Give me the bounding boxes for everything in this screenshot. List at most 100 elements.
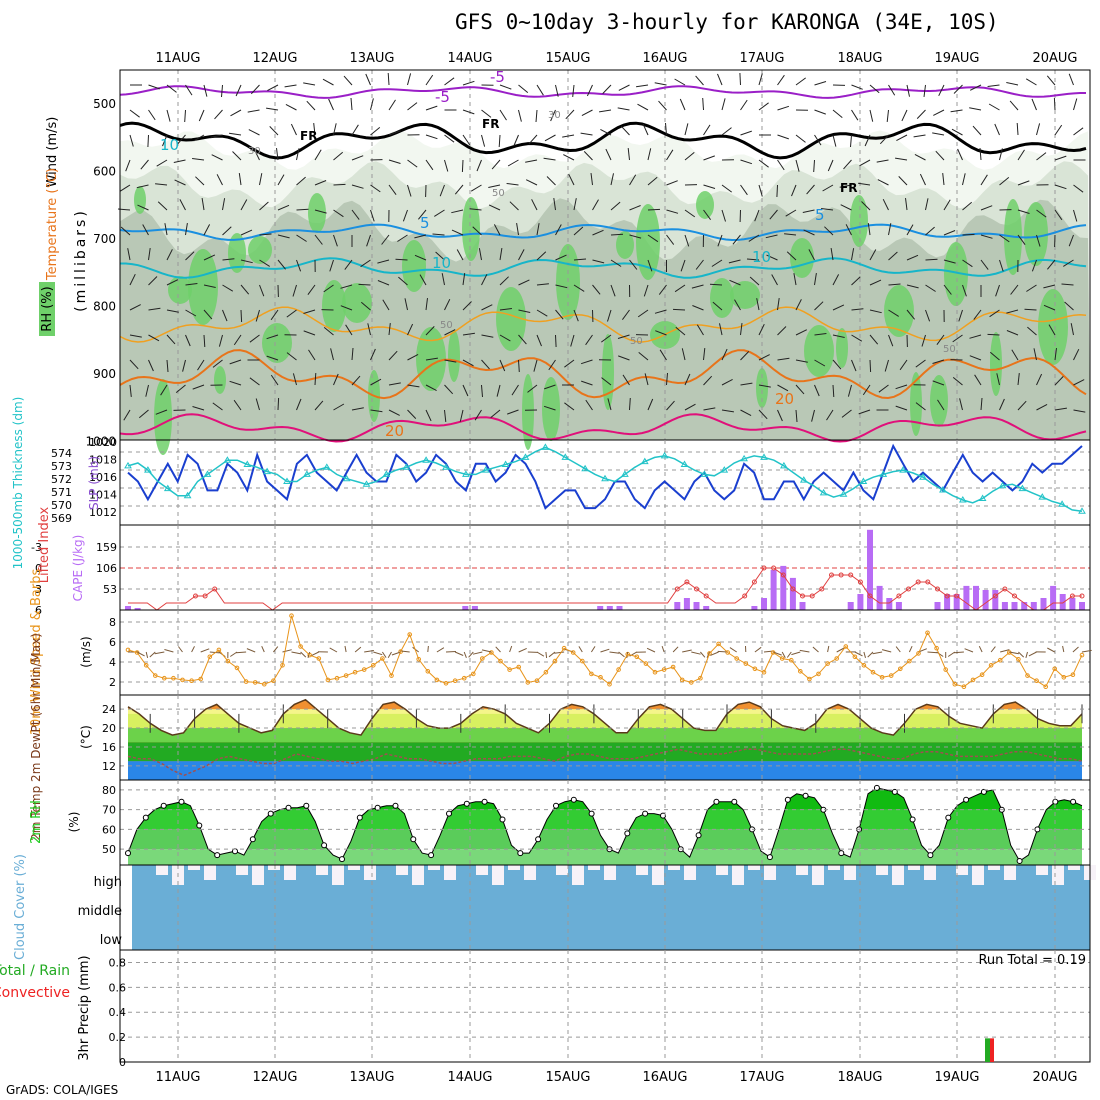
wind-barb: [802, 209, 815, 213]
wind-barb: [570, 334, 575, 347]
wind-marker: [743, 661, 749, 666]
wind-barb: [314, 180, 327, 186]
rh-band: [128, 789, 1082, 810]
wind-barb: [858, 182, 871, 186]
wind-barb: [832, 384, 835, 398]
wind-barb: [851, 334, 863, 342]
wind-barb: [643, 284, 649, 297]
rh-marker: [1070, 798, 1077, 805]
wind-barb: [269, 126, 279, 136]
wind-barb: [927, 651, 938, 654]
wind-barb: [351, 375, 361, 386]
wind-barb: [1073, 98, 1078, 111]
cape-bar: [1050, 585, 1057, 610]
wind-barb: [255, 398, 260, 411]
wind-barb: [507, 409, 519, 415]
wind-barb: [388, 409, 400, 416]
wind-barb: [333, 209, 344, 218]
wind-barb: [1073, 379, 1085, 386]
wind-barb: [832, 359, 842, 370]
wind-barb: [462, 301, 472, 311]
rh-marker: [802, 792, 809, 799]
wind-barb: [360, 259, 371, 268]
wind-barb: [758, 102, 769, 111]
wind-marker: [143, 663, 149, 668]
wind-barb: [185, 84, 193, 96]
wind-barb: [481, 334, 494, 338]
wind-barb: [781, 651, 786, 658]
wind-barb: [314, 372, 317, 386]
wind-barb: [786, 651, 792, 658]
wind-barb: [994, 123, 1000, 136]
wind-barb: [867, 223, 871, 236]
wind-barb: [565, 109, 575, 120]
wind-barb: [581, 380, 593, 386]
wind-barb: [661, 645, 665, 653]
thickness-marker: [422, 456, 430, 463]
wind-marker: [316, 656, 322, 661]
temp-contour: [119, 413, 1087, 443]
wind-barb: [222, 258, 235, 261]
wind-marker: [843, 644, 849, 649]
wind-barb: [1072, 646, 1079, 653]
wind-barb: [536, 283, 549, 286]
wind-barb: [914, 153, 926, 161]
wind-barb: [1017, 149, 1025, 161]
wind-barb: [746, 258, 760, 261]
wind-barb: [972, 125, 982, 136]
wind-barb: [509, 645, 513, 653]
wind-barb: [876, 159, 889, 163]
li-marker: [935, 586, 940, 592]
ylabel-precip-unit: 3hr Precip (mm): [77, 955, 92, 1060]
wind-barb: [555, 84, 559, 97]
li-marker: [694, 586, 699, 592]
wind-barb: [637, 103, 649, 111]
wind-marker: [589, 671, 594, 677]
li-marker: [703, 593, 709, 599]
wind-barb: [296, 259, 302, 272]
wind-barb: [340, 284, 353, 289]
wind-barb: [270, 374, 279, 386]
wind-barb: [740, 130, 752, 136]
wind-barb: [222, 226, 232, 236]
wind-barb: [717, 650, 728, 653]
wind-barb: [827, 159, 834, 172]
ylabel-wind: Wind (m/s): [45, 117, 60, 188]
wind-barb: [777, 134, 789, 140]
wind-barb: [585, 399, 593, 411]
wind-barb: [795, 359, 808, 363]
wind-barb: [964, 648, 974, 653]
contour-label: 10: [160, 136, 179, 154]
wind-barb: [330, 348, 334, 361]
wind-barb: [360, 301, 371, 311]
wind-barb: [888, 84, 896, 96]
wind-barb: [370, 184, 381, 193]
wind-barb: [222, 284, 234, 292]
wind-barb: [218, 334, 223, 347]
slp-right-tick: 1014: [89, 489, 117, 502]
wind-barb: [1017, 180, 1030, 186]
wind-barb: [435, 251, 445, 261]
wind-barb: [285, 103, 297, 111]
rh-marker: [178, 798, 185, 805]
wind-barb: [1068, 73, 1074, 86]
wind-barb: [333, 183, 346, 186]
wind-barb: [129, 134, 134, 147]
wind-barb: [292, 284, 297, 297]
wind-barb: [511, 384, 519, 396]
cloud-gap: [908, 865, 920, 870]
wind-barb: [129, 304, 141, 311]
contour-label: -5: [435, 88, 450, 106]
li-marker: [742, 593, 748, 599]
li-tick: -3: [31, 541, 42, 554]
wind-marker: [761, 669, 767, 675]
wind-barb: [953, 84, 963, 94]
wind-barb: [1064, 301, 1074, 311]
li-tick: 6: [35, 604, 42, 617]
cloud-gap: [444, 865, 456, 880]
wind-barb: [935, 150, 945, 161]
wind-barb: [989, 351, 1000, 361]
wind-barb: [795, 77, 806, 86]
wind-barb: [1070, 323, 1074, 336]
wind-barb: [306, 100, 316, 111]
